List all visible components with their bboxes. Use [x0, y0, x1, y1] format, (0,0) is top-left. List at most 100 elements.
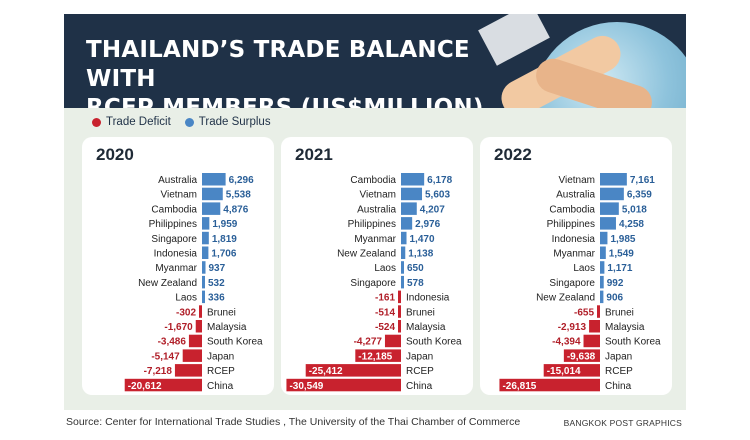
- bar-indonesia: [202, 246, 209, 259]
- legend: Trade Deficit Trade Surplus: [92, 116, 271, 128]
- category-label: Philippines: [348, 219, 396, 230]
- value-label: -161: [375, 293, 395, 304]
- value-label: 1,549: [609, 249, 634, 260]
- value-label: -2,913: [558, 322, 587, 333]
- bar-rcep: [305, 364, 401, 377]
- value-label: 906: [606, 293, 623, 304]
- legend-deficit: Trade Deficit: [92, 116, 171, 128]
- bar-philippines: [600, 217, 616, 230]
- bar-vietnam: [401, 187, 423, 201]
- bar-singapore: [202, 231, 209, 245]
- bar-myanmar: [401, 231, 407, 245]
- category-label: China: [605, 381, 632, 392]
- category-label: South Korea: [406, 337, 462, 348]
- bar-vietnam: [600, 173, 627, 186]
- value-label: 336: [208, 293, 225, 304]
- category-label: Brunei: [605, 307, 634, 318]
- bar-japan: [182, 349, 202, 362]
- legend-surplus-label: Trade Surplus: [198, 116, 271, 128]
- deficit-dot-icon: [92, 117, 101, 127]
- value-label: -12,185: [358, 351, 392, 362]
- value-label: 4,876: [223, 204, 248, 215]
- bar-chart-2022: Vietnam 7,161 Australia 6,359 Cambodia 5,018 P…: [499, 173, 661, 392]
- category-label: Cambodia: [549, 204, 595, 215]
- panel-2021: 2021 Cambodia 6,178 Vietnam 5,603 Australia 4…: [281, 137, 473, 395]
- category-label: Myanmar: [155, 263, 197, 274]
- value-label: -655: [574, 307, 594, 318]
- legend-surplus: Trade Surplus: [184, 116, 271, 128]
- bar-malaysia: [195, 320, 202, 333]
- bar-indonesia: [600, 231, 608, 245]
- bar-singapore: [401, 275, 404, 289]
- category-label: Japan: [406, 351, 433, 362]
- value-label: -4,277: [354, 337, 383, 348]
- bar-laos: [600, 261, 605, 274]
- category-label: Vietnam: [558, 175, 595, 186]
- bar-laos: [202, 290, 205, 304]
- panel-2022: 2022 Vietnam 7,161 Australia 6,359 Cambodia 5…: [480, 137, 672, 395]
- category-label: South Korea: [605, 337, 661, 348]
- category-label: China: [406, 381, 433, 392]
- panel-2020: 2020 Australia 6,296 Vietnam 5,538 Cambodia 4…: [82, 137, 274, 395]
- category-label: Malaysia: [207, 322, 247, 333]
- value-label: 6,296: [229, 175, 254, 186]
- category-label: Vietnam: [160, 190, 197, 201]
- value-label: 4,207: [420, 204, 445, 215]
- bar-china: [124, 378, 202, 392]
- category-label: Australia: [556, 190, 595, 201]
- category-label: RCEP: [605, 366, 633, 377]
- surplus-dot-icon: [184, 117, 194, 127]
- category-label: Singapore: [350, 278, 396, 289]
- value-label: -7,218: [144, 366, 173, 377]
- bar-vietnam: [202, 187, 223, 201]
- category-label: New Zealand: [138, 278, 197, 289]
- category-label: Philippines: [547, 219, 595, 230]
- bar-australia: [202, 173, 226, 186]
- category-label: RCEP: [207, 366, 235, 377]
- bar-indonesia: [398, 290, 401, 304]
- value-label: 578: [407, 278, 424, 289]
- bar-rcep: [543, 364, 600, 377]
- bar-chart-2020: Australia 6,296 Vietnam 5,538 Cambodia 4,876 P…: [124, 173, 263, 392]
- category-label: Indonesia: [154, 249, 198, 260]
- value-label: 5,018: [622, 204, 647, 215]
- bar-malaysia: [589, 320, 600, 333]
- panel-year: 2020: [96, 145, 134, 164]
- bar-philippines: [202, 217, 210, 230]
- bar-new-zealand: [600, 290, 604, 304]
- value-label: 7,161: [630, 175, 655, 186]
- value-label: 6,359: [627, 190, 652, 201]
- sleeve-illustration: [478, 14, 550, 66]
- bar-laos: [401, 261, 404, 274]
- value-label: 5,538: [226, 190, 251, 201]
- bar-singapore: [600, 275, 604, 289]
- category-label: Laos: [374, 263, 396, 274]
- category-label: Brunei: [207, 307, 236, 318]
- bar-chart-2021: Cambodia 6,178 Vietnam 5,603 Australia 4,207 P…: [286, 173, 462, 392]
- bar-japan: [563, 349, 600, 362]
- value-label: 650: [407, 263, 424, 274]
- category-label: New Zealand: [536, 293, 595, 304]
- value-label: 992: [607, 278, 624, 289]
- category-label: Singapore: [549, 278, 595, 289]
- category-label: Laos: [175, 293, 197, 304]
- bar-south-korea: [188, 334, 202, 348]
- bar-australia: [600, 187, 624, 201]
- category-label: China: [207, 381, 234, 392]
- category-label: Japan: [605, 351, 632, 362]
- value-label: -26,815: [502, 381, 536, 392]
- panel-year: 2021: [295, 145, 333, 164]
- value-label: -9,638: [567, 351, 596, 362]
- value-label: -514: [375, 307, 395, 318]
- value-label: -20,612: [128, 381, 162, 392]
- category-label: Indonesia: [406, 293, 450, 304]
- value-label: 532: [208, 278, 225, 289]
- bar-china: [286, 378, 401, 392]
- bar-brunei: [199, 305, 202, 318]
- bar-south-korea: [583, 334, 600, 348]
- legend-deficit-label: Trade Deficit: [106, 116, 171, 128]
- category-label: Myanmar: [553, 249, 595, 260]
- bar-myanmar: [600, 246, 606, 259]
- bar-brunei: [597, 305, 600, 318]
- value-label: -3,486: [158, 337, 187, 348]
